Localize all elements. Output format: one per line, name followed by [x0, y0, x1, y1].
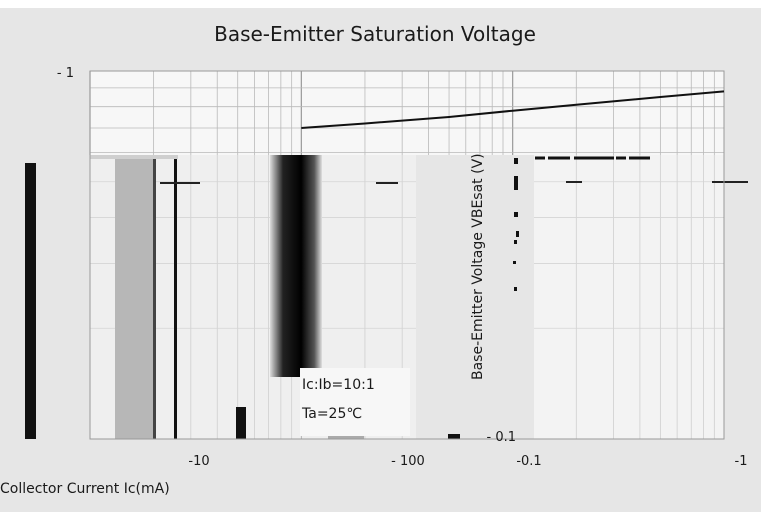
grid-top — [89, 70, 724, 155]
artifact-top-strip — [90, 155, 178, 159]
artifact-thin-bar — [153, 155, 156, 439]
plot-area-lower-right — [534, 155, 724, 439]
y-tick-label-bottom: - 0.1 — [487, 430, 517, 445]
artifact-gray-column — [115, 155, 153, 439]
annotation-temperature: Ta=25℃ — [301, 406, 362, 422]
chart-title: Base-Emitter Saturation Voltage — [214, 22, 536, 46]
artifact-thin-bar-2 — [174, 155, 177, 439]
artifact-bar-left — [25, 163, 36, 439]
artifact-gray-strip — [328, 435, 364, 439]
annotation-ratio: Ic:Ib=10:1 — [302, 377, 375, 393]
artifact-tiny-bar — [448, 434, 460, 439]
plot-border — [89, 70, 725, 440]
annotation-box — [300, 368, 410, 436]
x-tick-label-0-1: -0.1 — [516, 454, 541, 469]
artifact-gradient-block — [270, 155, 322, 377]
artifact-dot-column — [513, 158, 519, 291]
plot-area-top — [90, 71, 724, 155]
artifact-small-bar — [236, 407, 246, 439]
series-line — [301, 90, 725, 129]
top-strip — [0, 0, 761, 8]
y-axis-label: Base-Emitter Voltage VBEsat (V) — [470, 153, 486, 380]
x-axis-label: Collector Current Ic(mA) — [0, 481, 170, 497]
x-tick-label-1: -1 — [735, 454, 748, 469]
x-tick-label-100: - 100 — [391, 454, 425, 469]
grid-lower-right — [534, 155, 724, 440]
x-tick-label-10: -10 — [188, 454, 209, 469]
y-tick-label-top: - 1 — [57, 66, 74, 81]
